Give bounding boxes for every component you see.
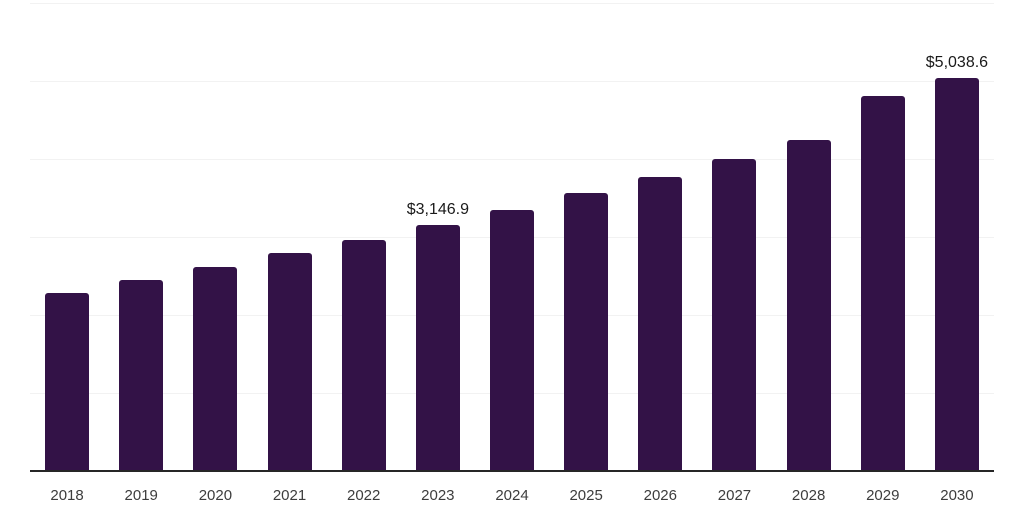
- bar-2026: [638, 177, 683, 471]
- x-tick-label-2018: 2018: [50, 487, 84, 504]
- x-tick-label-2024: 2024: [495, 487, 529, 504]
- x-tick-label-2022: 2022: [347, 487, 381, 504]
- x-tick-label-2029: 2029: [866, 487, 900, 504]
- x-tick-label-2030: 2030: [940, 487, 974, 504]
- bar-value-label-2023: $3,146.9: [406, 201, 469, 219]
- x-axis-line: [30, 470, 994, 472]
- gridline-6000: [30, 2, 994, 4]
- bar-value-label-2030: $5,038.6: [925, 53, 989, 71]
- bar-2030: [934, 77, 979, 471]
- x-tick-label-2020: 2020: [198, 487, 233, 504]
- x-tick-label-2019: 2019: [124, 487, 158, 504]
- bar-2029: [860, 96, 905, 471]
- bar-2027: [712, 158, 757, 471]
- bar-2021: [267, 253, 312, 471]
- gridline-4000: [30, 158, 994, 160]
- bar-2024: [490, 209, 534, 471]
- x-tick-label-2021: 2021: [272, 487, 307, 504]
- gridline-5000: [30, 80, 994, 82]
- bar-2028: [786, 140, 831, 471]
- x-tick-label-2025: 2025: [569, 487, 603, 504]
- bar-2023: [415, 225, 460, 471]
- bar-2025: [564, 193, 609, 471]
- bar-2022: [341, 240, 386, 471]
- x-tick-label-2028: 2028: [791, 487, 826, 504]
- bar-2019: [119, 280, 164, 471]
- x-tick-label-2023: 2023: [421, 487, 455, 504]
- x-tick-label-2027: 2027: [717, 487, 752, 504]
- x-tick-label-2026: 2026: [643, 487, 677, 504]
- bar-2020: [193, 267, 238, 471]
- bar-2018: [45, 292, 90, 471]
